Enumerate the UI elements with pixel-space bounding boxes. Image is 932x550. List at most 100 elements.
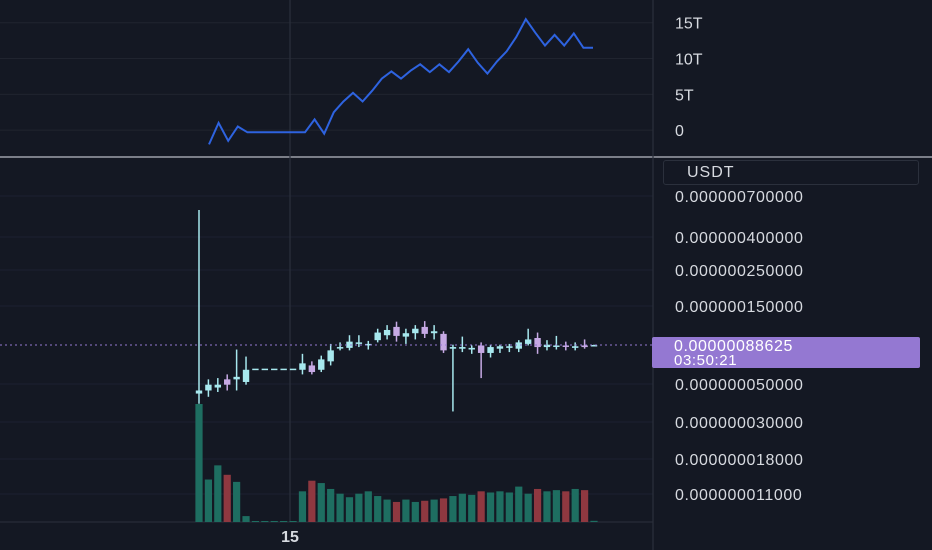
- candle-body: [205, 384, 212, 391]
- candle-body: [449, 347, 457, 349]
- candle-body: [261, 368, 269, 371]
- candle-body: [440, 333, 447, 351]
- x-tick-label: 15: [281, 529, 299, 546]
- volume-bar: [355, 493, 363, 522]
- candle-body: [252, 368, 259, 371]
- candle-body: [383, 329, 391, 336]
- axis-labels: 15T 10T 5T 0 0.000000700000 0.000000400000 0.0…: [281, 16, 803, 546]
- top-y-tick-label: 10T: [675, 52, 703, 69]
- candle-body: [336, 347, 344, 349]
- volume-bar: [336, 493, 344, 522]
- main-y-tick-label: 0.000000018000: [675, 452, 804, 469]
- candle-body: [412, 328, 419, 334]
- volume-bar: [214, 465, 222, 522]
- volume-bar: [486, 492, 495, 522]
- top-y-tick-label: 15T: [675, 16, 703, 33]
- volume-bar: [251, 521, 260, 522]
- volume-bar: [261, 521, 269, 522]
- candle-body: [459, 347, 466, 349]
- volume-bar: [364, 491, 372, 522]
- volume-bar: [430, 499, 438, 522]
- volume-bar: [580, 490, 589, 522]
- candle-body: [374, 332, 381, 341]
- volume-bar: [233, 481, 241, 522]
- candle-body: [506, 346, 513, 348]
- volume-bar: [533, 488, 542, 522]
- volume-bar: [392, 501, 401, 522]
- candle-body: [590, 345, 598, 347]
- main-y-tick-label: 0.000000150000: [675, 299, 804, 316]
- main-y-tick-label: 0.000000011000: [675, 487, 802, 504]
- candle-body: [515, 342, 522, 349]
- volume-bar: [402, 499, 410, 522]
- volume-bar: [374, 496, 382, 522]
- volume-bar: [524, 493, 532, 522]
- volume-bar: [308, 480, 316, 522]
- main-y-tick-label: 0.000000700000: [675, 189, 804, 206]
- top-y-tick-label: 0: [675, 123, 684, 140]
- volume-bar: [515, 486, 523, 522]
- volume-bar: [317, 483, 325, 522]
- candle-body: [214, 384, 222, 388]
- top-series-line: [208, 17, 593, 145]
- volume-bar: [411, 501, 419, 522]
- candle-body: [477, 345, 485, 353]
- top-y-tick-label: 5T: [675, 87, 694, 104]
- volume-bar: [327, 488, 335, 522]
- candle-countdown: 03:50:21: [674, 352, 738, 369]
- volume-bar: [242, 516, 250, 522]
- candle-body: [468, 347, 475, 350]
- volume-bar: [543, 491, 551, 522]
- currency-label: USDT: [687, 164, 735, 181]
- top-panel-line-series: [208, 17, 593, 145]
- volume-bar: [562, 491, 570, 522]
- candle-body: [543, 344, 551, 348]
- grid-lines: [0, 22, 653, 523]
- volume-bar: [270, 521, 278, 522]
- candle-body: [487, 347, 494, 353]
- main-y-tick-label: 0.000000050000: [675, 377, 804, 394]
- candle-body: [365, 343, 372, 346]
- volume-bar: [505, 492, 513, 522]
- candle-body: [421, 326, 428, 334]
- candle-body: [534, 338, 541, 348]
- volume-bar: [458, 493, 466, 522]
- current-price-label: 0.00000088625: [674, 338, 794, 355]
- candle-body: [562, 345, 569, 347]
- volume-bar: [298, 491, 307, 522]
- volume-bar: [496, 491, 504, 522]
- volume-bar: [280, 521, 288, 522]
- currency-selector[interactable]: USDT: [663, 160, 919, 185]
- candle-body: [224, 379, 231, 385]
- candle-body: [308, 365, 316, 373]
- candle-body: [355, 342, 363, 344]
- candle-body: [402, 333, 410, 337]
- volume-bar: [383, 499, 391, 522]
- volume-bar: [468, 494, 476, 522]
- candle-body: [318, 359, 325, 370]
- candle-body: [346, 341, 353, 348]
- volume-bar: [571, 488, 579, 522]
- candle-body: [430, 331, 438, 334]
- candle-body: [553, 345, 560, 347]
- volume-bar: [449, 496, 457, 522]
- volume-bar: [590, 520, 598, 522]
- main-y-tick-label: 0.000000250000: [675, 263, 804, 280]
- volume-bar: [552, 490, 560, 522]
- volume-bar: [345, 497, 354, 522]
- candle-body: [242, 369, 250, 382]
- volume-bar: [439, 498, 448, 522]
- candle-body: [289, 368, 297, 371]
- volume-bar: [421, 500, 429, 522]
- candle-body: [271, 368, 278, 371]
- candle-body: [524, 339, 532, 344]
- candle-body: [571, 346, 579, 348]
- candles: [195, 210, 598, 412]
- volume-bars: [195, 404, 598, 522]
- main-y-tick-label: 0.000000400000: [675, 230, 804, 247]
- candle-body: [299, 363, 306, 370]
- volume-bar: [223, 474, 231, 522]
